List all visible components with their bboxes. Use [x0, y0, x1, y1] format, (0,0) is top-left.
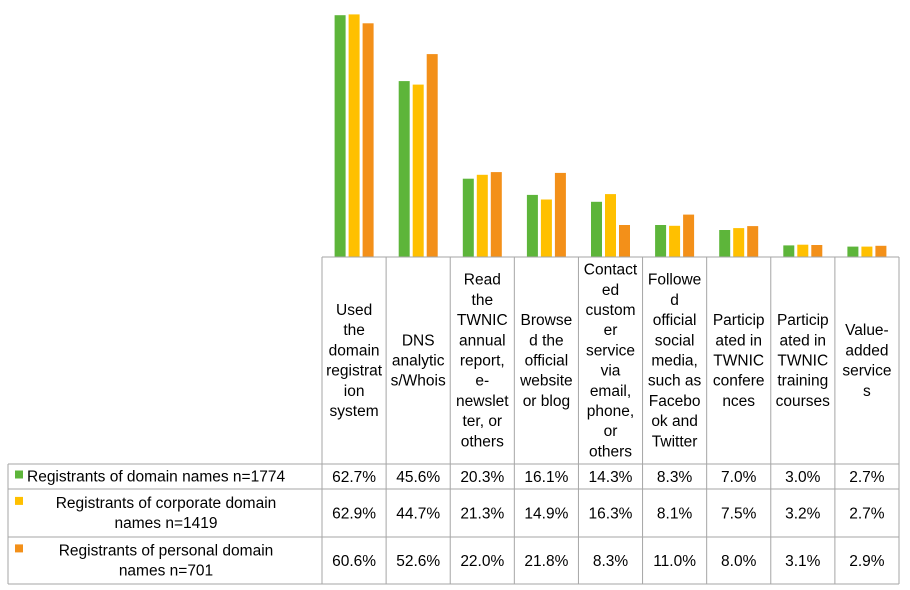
value-label-s2-c0: 60.6% [332, 553, 376, 570]
value-label-s1-c7: 3.2% [785, 506, 821, 523]
value-label-s2-c3: 21.8% [524, 553, 568, 570]
legend-key-1 [15, 496, 23, 505]
value-label-s1-c5: 8.1% [657, 506, 693, 523]
value-label-s0-c3: 16.1% [524, 469, 568, 486]
category-label-1: DNS analytic s/Whois [391, 332, 446, 389]
value-label-s1-c3: 14.9% [524, 506, 568, 523]
bar-s2-c1 [426, 54, 438, 257]
category-label-6: Particip ated in TWNIC confere nces [713, 312, 765, 410]
bar-s2-c8 [875, 245, 887, 257]
legend-label-1: Registrants of corporate domain names n=1… [56, 495, 277, 532]
value-label-s1-c0: 62.9% [332, 506, 376, 523]
bars [334, 14, 887, 258]
category-label-2: Read the TWNIC annual report, e-newslet ter, o… [456, 272, 509, 451]
bar-s1-c7 [797, 244, 809, 257]
value-label-s2-c5: 11.0% [653, 553, 696, 570]
bar-s0-c0 [334, 15, 346, 258]
value-label-s1-c6: 7.5% [721, 506, 757, 523]
bar-s0-c5 [655, 225, 667, 257]
bar-s0-c6 [719, 230, 731, 257]
bar-s0-c4 [591, 201, 602, 257]
bar-s0-c1 [398, 81, 410, 257]
bar-s2-c0 [362, 23, 374, 257]
value-label-s2-c4: 8.3% [593, 553, 629, 570]
value-label-s2-c2: 22.0% [460, 553, 504, 570]
category-label-7: Particip ated in TWNIC training courses [776, 312, 831, 410]
bar-s1-c0 [348, 14, 360, 258]
value-label-s0-c7: 3.0% [785, 469, 821, 486]
bar-s0-c3 [526, 194, 538, 257]
bar-s2-c7 [811, 245, 823, 257]
value-label-s0-c4: 14.3% [589, 469, 633, 486]
value-label-s2-c1: 52.6% [396, 553, 440, 570]
category-label-8: Value-added service s [842, 322, 891, 400]
bar-s1-c1 [412, 84, 424, 257]
value-label-s0-c5: 8.3% [657, 469, 693, 486]
legend-label-0: Registrants of domain names n=1774 [27, 469, 285, 486]
category-label-0: Used the domain registrat ion system [326, 302, 383, 420]
data-table-grid [7, 256, 900, 585]
category-label-4: Contact ed custom er service via email, phone, o… [584, 262, 638, 461]
value-label-s2-c8: 2.9% [849, 553, 885, 570]
legend-key-0 [15, 470, 23, 479]
bar-s0-c2 [462, 178, 474, 257]
bar-s0-c7 [783, 245, 795, 257]
value-label-s0-c6: 7.0% [721, 469, 757, 486]
bar-s2-c6 [747, 226, 759, 257]
bar-s1-c3 [540, 199, 552, 257]
category-label-5: Followe d official social media, such as Faceb… [648, 272, 702, 451]
bar-s2-c5 [683, 214, 695, 257]
bar-s1-c4 [605, 194, 616, 257]
bar-s1-c6 [733, 228, 745, 257]
bar-s1-c2 [476, 174, 488, 257]
legend-key-2 [15, 544, 23, 553]
bar-s2-c4 [619, 225, 630, 257]
bar-s1-c5 [669, 225, 681, 257]
legend-label-2: Registrants of personal domain names n=70… [59, 542, 274, 579]
bar-s2-c3 [554, 172, 566, 257]
data-table-values: 62.7% 45.6% 20.3% 16.1% 14.3% 8.3% 7.0% 3.0% 2.7… [332, 469, 885, 570]
value-label-s0-c2: 20.3% [460, 469, 504, 486]
bar-s2-c2 [490, 172, 502, 257]
value-label-s1-c4: 16.3% [589, 506, 633, 523]
value-label-s1-c1: 44.7% [396, 506, 440, 523]
value-label-s0-c8: 2.7% [849, 469, 885, 486]
value-label-s1-c8: 2.7% [849, 506, 885, 523]
category-label-3: Browse d the official website or blog [519, 312, 573, 410]
value-label-s0-c0: 62.7% [332, 469, 376, 486]
value-label-s0-c1: 45.6% [396, 469, 440, 486]
value-label-s1-c2: 21.3% [460, 506, 504, 523]
value-label-s2-c6: 8.0% [721, 553, 757, 570]
bar-s0-c8 [847, 246, 859, 257]
bar-s1-c8 [861, 246, 873, 257]
value-label-s2-c7: 3.1% [785, 553, 821, 570]
legend: Registrants of domain names n=1774 Regist… [15, 469, 285, 580]
